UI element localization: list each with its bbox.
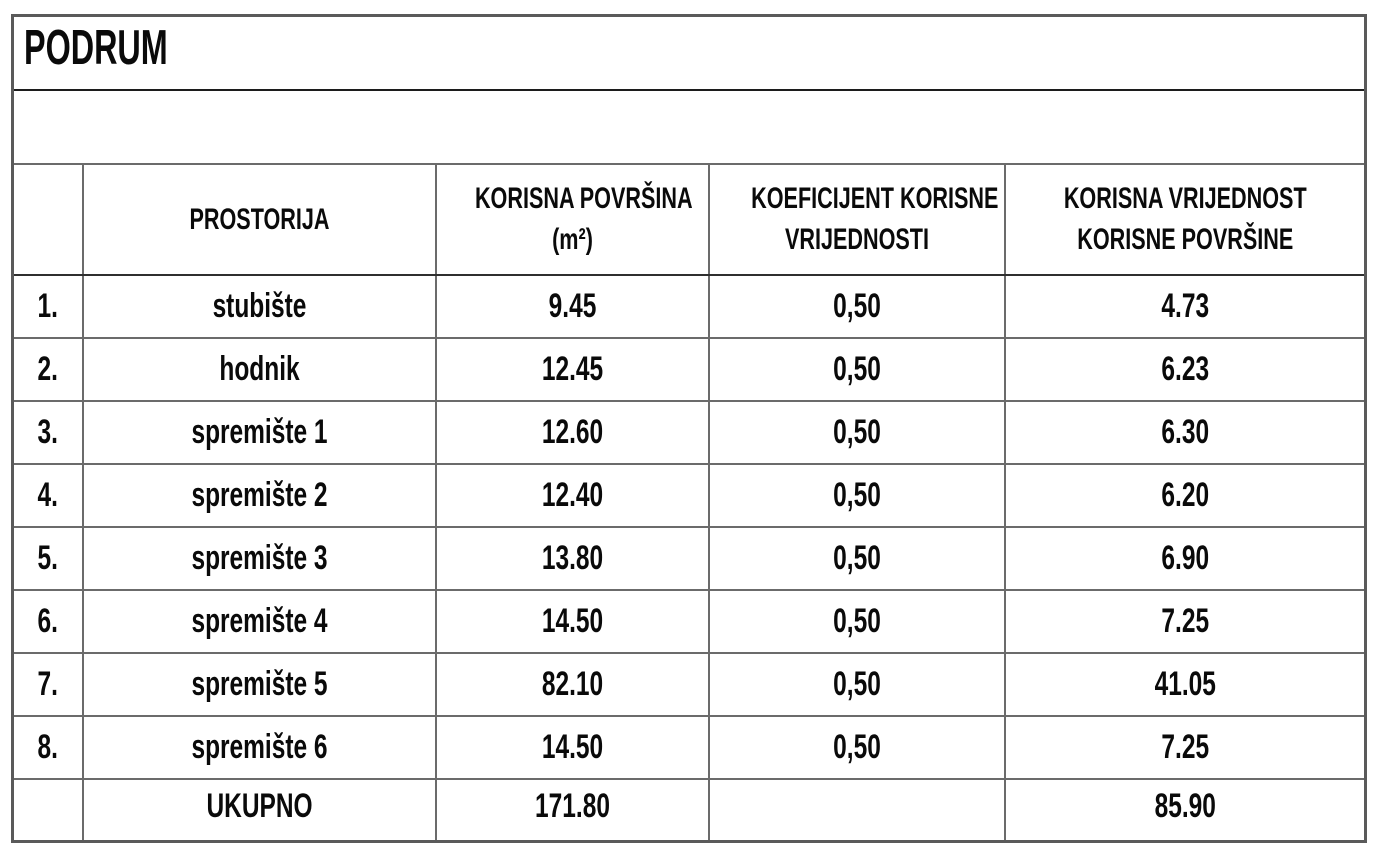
table-title-cell: PODRUM bbox=[11, 14, 1367, 91]
value-cell: 41.05 bbox=[1003, 651, 1367, 717]
col-header-number bbox=[11, 162, 84, 276]
room-name-cell: stubište bbox=[81, 273, 437, 339]
table-row: 4. spremište 2 12.40 0,50 6.20 bbox=[11, 462, 1367, 528]
spacer-cell bbox=[11, 88, 1367, 165]
room-name-cell: spremište 3 bbox=[81, 525, 437, 591]
header-row: PROSTORIJA KORISNA POVRŠINA (m²) KOEFICI… bbox=[11, 162, 1367, 276]
area-cell: 12.40 bbox=[434, 462, 710, 528]
total-value-cell: 85.90 bbox=[1003, 777, 1367, 843]
value-cell: 7.25 bbox=[1003, 588, 1367, 654]
row-number-cell: 2. bbox=[11, 336, 84, 402]
total-number-cell bbox=[11, 777, 84, 843]
col-header-koeficijent: KOEFICIJENT KORISNE VRIJEDNOSTI bbox=[707, 162, 1006, 276]
table-row: 6. spremište 4 14.50 0,50 7.25 bbox=[11, 588, 1367, 654]
area-cell: 12.45 bbox=[434, 336, 710, 402]
col-header-korisna-povrsina: KORISNA POVRŠINA (m²) bbox=[434, 162, 710, 276]
row-number-cell: 1. bbox=[11, 273, 84, 339]
room-name-cell: spremište 6 bbox=[81, 714, 437, 780]
table-row: 8. spremište 6 14.50 0,50 7.25 bbox=[11, 714, 1367, 780]
area-cell: 14.50 bbox=[434, 714, 710, 780]
area-cell: 82.10 bbox=[434, 651, 710, 717]
room-name-cell: spremište 2 bbox=[81, 462, 437, 528]
coefficient-cell: 0,50 bbox=[707, 588, 1006, 654]
table-title: PODRUM bbox=[24, 21, 168, 75]
row-number-cell: 7. bbox=[11, 651, 84, 717]
table-row: 2. hodnik 12.45 0,50 6.23 bbox=[11, 336, 1367, 402]
room-name-cell: spremište 5 bbox=[81, 651, 437, 717]
total-coefficient-cell bbox=[707, 777, 1006, 843]
table-row: 7. spremište 5 82.10 0,50 41.05 bbox=[11, 651, 1367, 717]
room-name-cell: spremište 1 bbox=[81, 399, 437, 465]
area-cell: 14.50 bbox=[434, 588, 710, 654]
total-row: UKUPNO 171.80 85.90 bbox=[11, 777, 1367, 843]
coefficient-cell: 0,50 bbox=[707, 273, 1006, 339]
col-header-prostorija: PROSTORIJA bbox=[81, 162, 437, 276]
row-number-cell: 4. bbox=[11, 462, 84, 528]
coefficient-cell: 0,50 bbox=[707, 651, 1006, 717]
coefficient-cell: 0,50 bbox=[707, 336, 1006, 402]
total-label-cell: UKUPNO bbox=[81, 777, 437, 843]
value-cell: 6.30 bbox=[1003, 399, 1367, 465]
value-cell: 6.23 bbox=[1003, 336, 1367, 402]
coefficient-cell: 0,50 bbox=[707, 714, 1006, 780]
spacer-row bbox=[11, 88, 1367, 165]
room-name-cell: spremište 4 bbox=[81, 588, 437, 654]
row-number-cell: 5. bbox=[11, 525, 84, 591]
row-number-cell: 3. bbox=[11, 399, 84, 465]
coefficient-cell: 0,50 bbox=[707, 525, 1006, 591]
table-row: 3. spremište 1 12.60 0,50 6.30 bbox=[11, 399, 1367, 465]
room-name-cell: hodnik bbox=[81, 336, 437, 402]
value-cell: 6.90 bbox=[1003, 525, 1367, 591]
area-cell: 12.60 bbox=[434, 399, 710, 465]
coefficient-cell: 0,50 bbox=[707, 462, 1006, 528]
podrum-table: PODRUM PROSTORIJA KORISNA POVRŠINA (m²) … bbox=[11, 14, 1367, 843]
total-area-cell: 171.80 bbox=[434, 777, 710, 843]
title-row: PODRUM bbox=[11, 14, 1367, 91]
col-header-korisna-vrijednost: KORISNA VRIJEDNOST KORISNE POVRŠINE bbox=[1003, 162, 1367, 276]
coefficient-cell: 0,50 bbox=[707, 399, 1006, 465]
table-row: 5. spremište 3 13.80 0,50 6.90 bbox=[11, 525, 1367, 591]
area-cell: 13.80 bbox=[434, 525, 710, 591]
table-row: 1. stubište 9.45 0,50 4.73 bbox=[11, 273, 1367, 339]
row-number-cell: 8. bbox=[11, 714, 84, 780]
row-number-cell: 6. bbox=[11, 588, 84, 654]
area-cell: 9.45 bbox=[434, 273, 710, 339]
value-cell: 7.25 bbox=[1003, 714, 1367, 780]
value-cell: 6.20 bbox=[1003, 462, 1367, 528]
value-cell: 4.73 bbox=[1003, 273, 1367, 339]
